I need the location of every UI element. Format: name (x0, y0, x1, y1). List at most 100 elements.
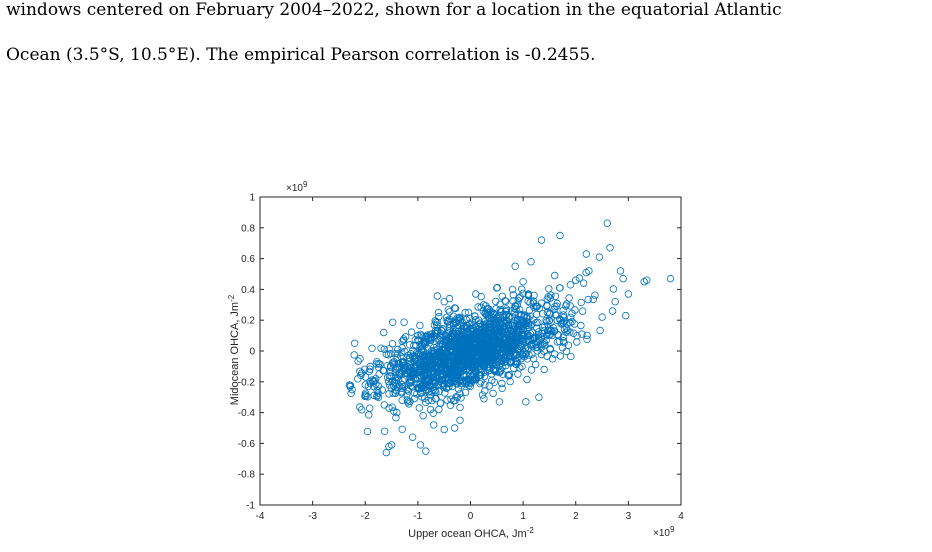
scatter-point (407, 328, 416, 336)
scatter-point (416, 441, 425, 449)
scatter-point (410, 341, 418, 350)
scatter-point (534, 318, 542, 326)
scatter-point (438, 375, 446, 383)
scatter-point (551, 271, 559, 280)
scatter-point (491, 324, 499, 333)
scatter-point (430, 421, 438, 429)
scatter-point (507, 342, 515, 351)
scatter-point (391, 365, 399, 373)
scatter-point (547, 291, 555, 299)
scatter-point (523, 318, 531, 326)
scatter-point (442, 375, 450, 383)
scatter-point (478, 391, 487, 399)
scatter-point (376, 360, 384, 368)
scatter-point (533, 324, 541, 332)
scatter-point (470, 371, 478, 379)
scatter-point (464, 308, 473, 317)
scatter-point (498, 363, 507, 371)
scatter-point (523, 375, 531, 384)
scatter-point (557, 316, 565, 324)
scatter-point (391, 369, 400, 377)
scatter-point (374, 382, 383, 390)
scatter-point (446, 359, 454, 367)
scatter-point (551, 292, 560, 300)
scatter-point (540, 322, 549, 330)
scatter-point (552, 311, 561, 319)
scatter-point (538, 323, 547, 332)
scatter-point (458, 335, 467, 343)
scatter-point (591, 291, 599, 299)
scatter-point (465, 360, 473, 368)
scatter-point (469, 339, 477, 347)
scatter-point (553, 330, 562, 339)
scatter-point (566, 318, 574, 327)
scatter-point (476, 379, 484, 388)
scatter-point (470, 375, 478, 383)
scatter-point (556, 284, 564, 292)
scatter-point (619, 274, 627, 283)
scatter-point (399, 377, 407, 385)
scatter-point (358, 369, 366, 377)
scatter-point (408, 371, 416, 379)
scatter-point (545, 316, 553, 325)
scatter-point (424, 352, 433, 360)
scatter-point (350, 351, 358, 359)
scatter-point (666, 274, 675, 283)
scatter-point (401, 333, 410, 341)
x-tick-label: 3 (626, 511, 632, 522)
y-exponent-label: ×109 (286, 180, 308, 194)
scatter-point (447, 333, 456, 341)
scatter-point (456, 349, 465, 357)
scatter-point (504, 371, 512, 379)
scatter-point (382, 448, 390, 457)
scatter-point (546, 330, 554, 339)
scatter-point (502, 297, 510, 305)
scatter-point (565, 294, 573, 302)
scatter-point (414, 350, 423, 358)
scatter-point (537, 343, 546, 351)
scatter-point (461, 351, 469, 360)
scatter-point (529, 299, 537, 307)
scatter-point (473, 352, 481, 360)
scatter-point (492, 368, 500, 376)
scatter-point (509, 291, 517, 299)
scatter-point (572, 276, 580, 284)
scatter-point (519, 278, 527, 286)
scatter-point (596, 326, 604, 335)
scatter-point (481, 387, 489, 395)
scatter-point (529, 342, 537, 351)
scatter-point (570, 329, 578, 337)
scatter-point (540, 365, 548, 374)
scatter-point (363, 427, 372, 436)
scatter-point (611, 298, 619, 306)
scatter-point (438, 380, 446, 388)
x-tick-label: -2 (361, 511, 370, 522)
scatter-point (435, 351, 443, 359)
scatter-point (392, 414, 400, 422)
scatter-point (527, 320, 536, 329)
scatter-point (435, 387, 443, 396)
scatter-point (345, 381, 354, 389)
scatter-point (578, 307, 587, 315)
scatter-point (554, 331, 562, 339)
scatter-point (375, 370, 383, 378)
scatter-point (456, 313, 464, 321)
scatter-point (380, 345, 388, 353)
scatter-point (421, 341, 429, 349)
scatter-point (449, 370, 457, 379)
scatter-point (616, 267, 625, 275)
scatter-point (422, 398, 430, 407)
scatter-point (417, 331, 426, 340)
y-tick-label: -0.4 (238, 408, 256, 419)
scatter-point (471, 374, 479, 383)
scatter-point (408, 433, 417, 441)
scatter-point (465, 339, 474, 348)
scatter-point (518, 340, 526, 349)
scatter-point (506, 358, 514, 367)
scatter-point (451, 424, 459, 432)
scatter-point (562, 328, 570, 336)
scatter-point (568, 309, 576, 318)
scatter-point (446, 340, 455, 348)
scatter-point (362, 392, 370, 400)
scatter-point (505, 338, 513, 346)
